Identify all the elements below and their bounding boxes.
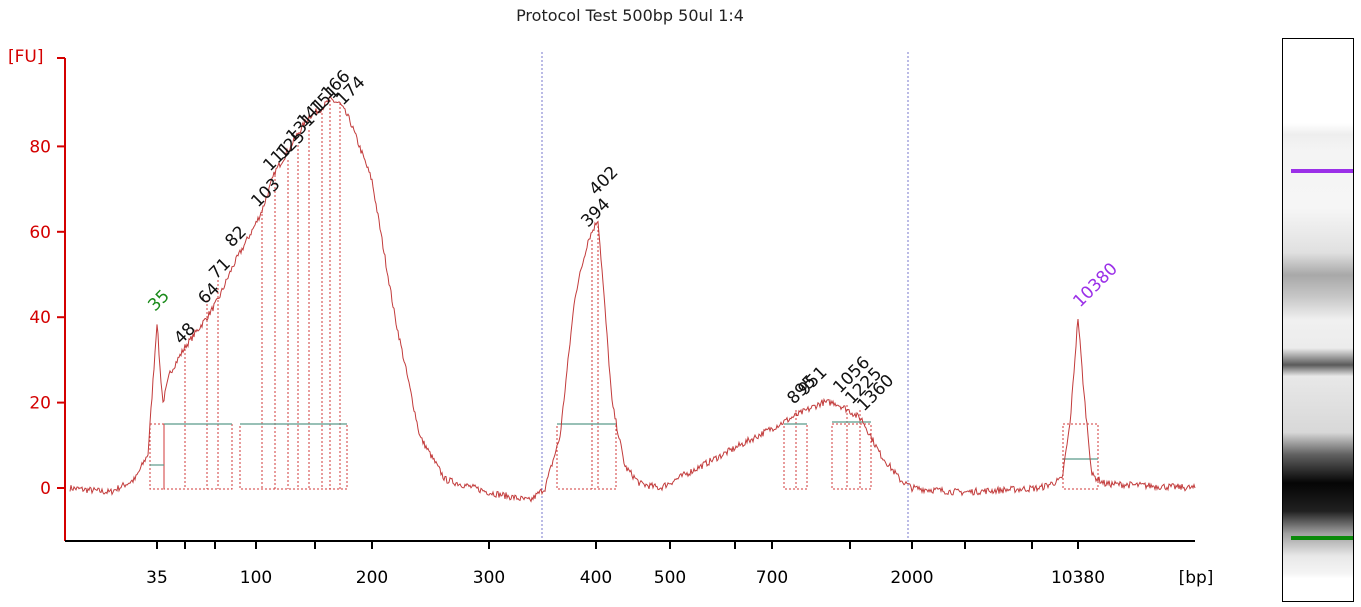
gel-lane [1282, 38, 1354, 602]
x-tick-label: 200 [356, 568, 388, 588]
gel-smear [1283, 39, 1353, 601]
peak-label: 48 [170, 319, 199, 348]
electropherogram-chart: [FU] 0 20 40 60 80 35 100 200 300 400 500 700 2000 103… [8, 47, 1213, 588]
y-tick-label: 0 [40, 479, 51, 499]
gel-lower-marker-band [1291, 536, 1353, 540]
gel-image [1283, 39, 1353, 601]
y-tick-label: 80 [29, 137, 51, 157]
x-tick-label: 100 [240, 568, 272, 588]
x-tick-label: 300 [473, 568, 505, 588]
peak-label: 394 [577, 194, 614, 231]
peak-region-box [556, 423, 617, 490]
x-tick-label: 10380 [1051, 568, 1105, 588]
peak-region-box [1062, 423, 1099, 490]
peak-region-box [163, 423, 233, 490]
peak-region-marks [149, 100, 1099, 490]
peak-label: 82 [221, 222, 250, 251]
peak-region-box [239, 423, 348, 490]
axes: [FU] 0 20 40 60 80 35 100 200 300 400 500 700 2000 103… [8, 47, 1213, 588]
x-tick-label: 35 [146, 568, 168, 588]
peak-label: 10380 [1069, 259, 1121, 311]
x-tick-label: 400 [580, 568, 612, 588]
x-axis-label: [bp] [1179, 568, 1214, 588]
chart-title: Protocol Test 500bp 50ul 1:4 [516, 6, 744, 25]
peak-label: 71 [205, 254, 234, 283]
x-tick-label: 2000 [890, 568, 933, 588]
peak-region-box [149, 423, 165, 490]
y-tick-label: 40 [29, 308, 51, 328]
x-tick-label: 500 [654, 568, 686, 588]
y-tick-label: 60 [29, 223, 51, 243]
y-axis-label: [FU] [8, 47, 44, 67]
peak-label: 402 [585, 162, 622, 199]
gel-upper-marker-band [1291, 169, 1353, 173]
peak-label: 103 [247, 174, 284, 211]
peak-region-box [831, 423, 872, 490]
x-tick-label: 700 [756, 568, 788, 588]
peak-labels: 3548647182103111125131141151166174394402… [144, 66, 1121, 415]
peak-label: 35 [144, 286, 173, 315]
y-tick-label: 20 [29, 394, 51, 414]
electropherogram-trace [69, 95, 1196, 503]
region-dividers [541, 52, 909, 541]
